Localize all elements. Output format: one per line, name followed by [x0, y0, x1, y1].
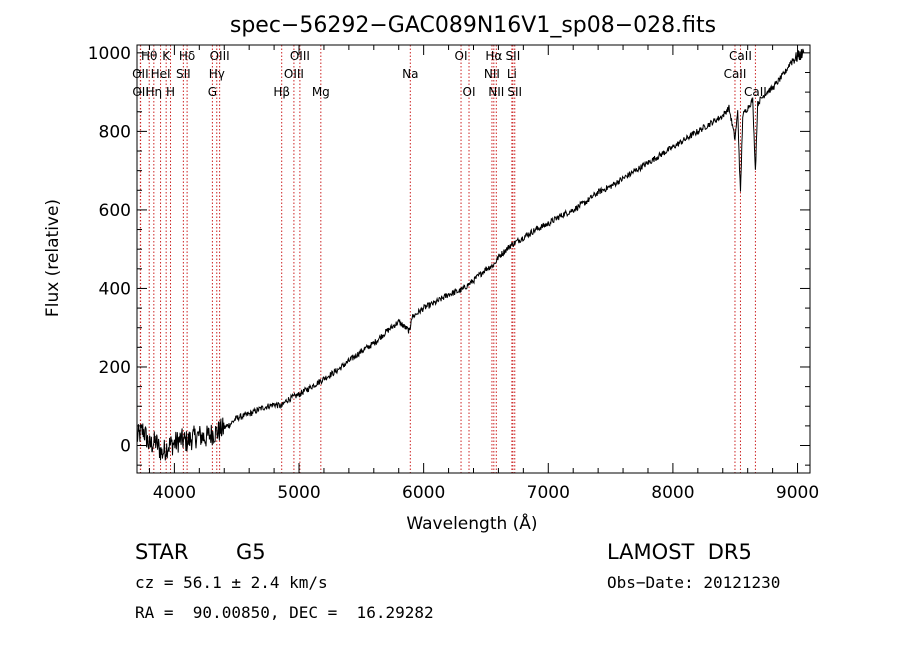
y-tick-label: 600: [99, 201, 131, 221]
x-tick-label: 4000: [153, 483, 196, 503]
spectral-line-label: Li: [507, 67, 517, 81]
plot-frame: [136, 44, 811, 474]
plot-axes: 4000 5000 6000 7000 8000 9000 0 200 400 600 800 100…: [88, 44, 819, 503]
spectral-line-label: K: [162, 49, 171, 63]
spectral-line-label: NII: [488, 85, 504, 99]
spectral-line-label: OII: [132, 67, 149, 81]
spectral-line-label: SII: [506, 49, 521, 63]
survey-name: LAMOST DR5: [607, 540, 752, 564]
spectral-line-label: OIII: [284, 67, 304, 81]
spectrum-chart: spec−56292−GAC089N16V1_sp08−028.fits Hθ O…: [43, 13, 819, 534]
y-tick-label: 800: [99, 122, 131, 142]
spectral-line-label: Hθ: [141, 49, 157, 63]
spectral-line-label: Mg: [312, 85, 330, 99]
y-axis-label: Flux (relative): [43, 199, 63, 317]
spectral-line-label: OI: [455, 49, 468, 63]
x-tick-label: 7000: [527, 483, 570, 503]
spectral-line-label: SII: [176, 67, 191, 81]
chart-title: spec−56292−GAC089N16V1_sp08−028.fits: [230, 13, 716, 38]
spectral-line-label: H: [166, 85, 175, 99]
spectral-line-markers: [139, 45, 756, 473]
spectral-line-label: Na: [402, 67, 418, 81]
x-tick-label: 5000: [277, 483, 320, 503]
spectral-line-label: Hβ: [273, 85, 290, 99]
spectral-line-label: Hδ: [179, 49, 195, 63]
spectral-line-label: OIII: [210, 49, 230, 63]
spectral-line-label: NII: [484, 67, 500, 81]
x-tick-label: 8000: [651, 483, 694, 503]
spectral-line-label: G: [208, 85, 217, 99]
y-tick-label: 0: [120, 437, 131, 457]
y-tick-label: 400: [99, 279, 131, 299]
x-tick-label: 6000: [402, 483, 445, 503]
spectral-line-label: CaII: [744, 85, 767, 99]
redshift-cz: cz = 56.1 ± 2.4 km/s: [135, 573, 328, 592]
x-axis-label: Wavelength (Å): [406, 512, 537, 534]
spectral-line-label: Hη: [146, 85, 163, 99]
spectral-line-label: CaII: [724, 67, 747, 81]
observation-date: Obs−Date: 20121230: [607, 573, 781, 592]
y-tick-label: 1000: [88, 44, 131, 64]
spectral-line-label: CaII: [729, 49, 752, 63]
spectral-line-label: Hα: [485, 49, 502, 63]
spectral-line-label: SII: [507, 85, 522, 99]
object-class: STAR: [135, 540, 189, 564]
spectral-line-label: OI: [463, 85, 476, 99]
spectral-line-label: OIII: [290, 49, 310, 63]
spectral-line-label: Hγ: [209, 67, 225, 81]
x-tick-label: 9000: [776, 483, 819, 503]
y-tick-label: 200: [99, 358, 131, 378]
spectrum-line: [136, 48, 805, 461]
object-subclass: G5: [236, 540, 266, 564]
spectral-line-label: HeI: [151, 67, 171, 81]
ra-dec: RA = 90.00850, DEC = 16.29282: [135, 603, 434, 622]
